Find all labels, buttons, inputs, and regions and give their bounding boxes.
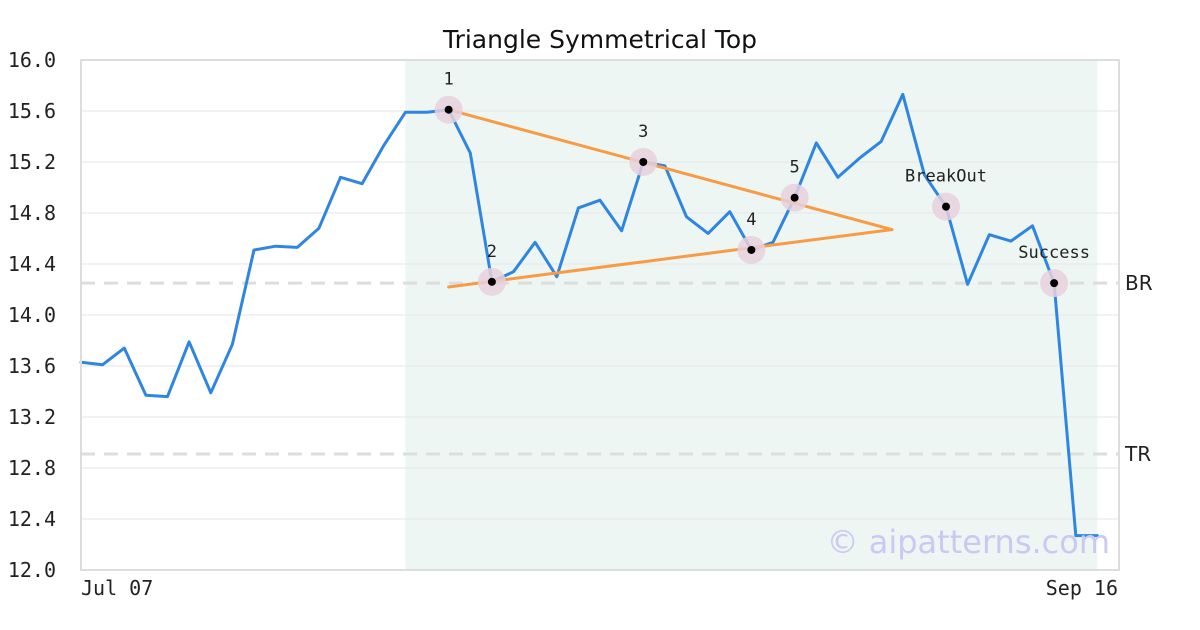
- level-label-br: BR: [1125, 271, 1153, 295]
- point-label-3: 3: [638, 122, 648, 142]
- point-label-5: 5: [790, 158, 800, 178]
- level-lines: BR TR: [81, 271, 1153, 466]
- annotation-markers: 1 2 3 4 5 BreakOut Success: [434, 70, 1090, 298]
- marker-dot-2: [487, 277, 496, 286]
- plot-frame: [80, 59, 1120, 571]
- marker-dot-4: [747, 245, 756, 254]
- watermark: © aipatterns.com: [827, 523, 1110, 561]
- point-label-1: 1: [444, 70, 454, 90]
- y-tick-label: 12.0: [8, 558, 56, 582]
- y-tick-label: 15.2: [8, 150, 56, 174]
- y-tick-label: 12.4: [8, 507, 56, 531]
- y-tick-label: 12.8: [8, 456, 56, 480]
- marker-dot-3: [639, 158, 648, 166]
- y-tick-label: 14.4: [8, 252, 56, 276]
- marker-dot-5: [790, 193, 799, 202]
- marker-dot-success: [1050, 279, 1059, 288]
- y-tick-label: 15.6: [8, 99, 56, 123]
- y-tick-label: 13.2: [8, 405, 56, 429]
- trend-lines: [447, 108, 894, 289]
- plot-border: [80, 59, 1120, 571]
- x-tick-label: Jul 07: [81, 576, 153, 600]
- trend-line-lower: [447, 228, 894, 289]
- marker-dot-1: [444, 105, 453, 114]
- point-label-breakout: BreakOut: [905, 167, 987, 187]
- point-label-4: 4: [746, 210, 756, 230]
- y-tick-label: 14.8: [8, 201, 56, 225]
- point-label-success: Success: [1018, 243, 1090, 263]
- chart-title: Triangle Symmetrical Top: [442, 25, 757, 54]
- price-series-line: [79, 92, 1099, 538]
- level-label-tr: TR: [1124, 442, 1151, 466]
- series-layer: [79, 92, 1099, 538]
- x-axis-ticks: Jul 07 Sep 16: [81, 576, 1118, 600]
- trend-line-upper: [447, 108, 894, 232]
- y-tick-label: 13.6: [8, 354, 56, 378]
- y-axis-ticks: 16.0 15.6 15.2 14.8 14.4 14.0 13.6 13.2 12.8 12.4…: [8, 48, 56, 582]
- y-tick-label: 16.0: [8, 48, 56, 72]
- marker-dot-breakout: [942, 202, 950, 211]
- y-tick-label: 14.0: [8, 303, 56, 327]
- x-tick-label: Sep 16: [1046, 576, 1118, 600]
- point-label-2: 2: [487, 242, 497, 262]
